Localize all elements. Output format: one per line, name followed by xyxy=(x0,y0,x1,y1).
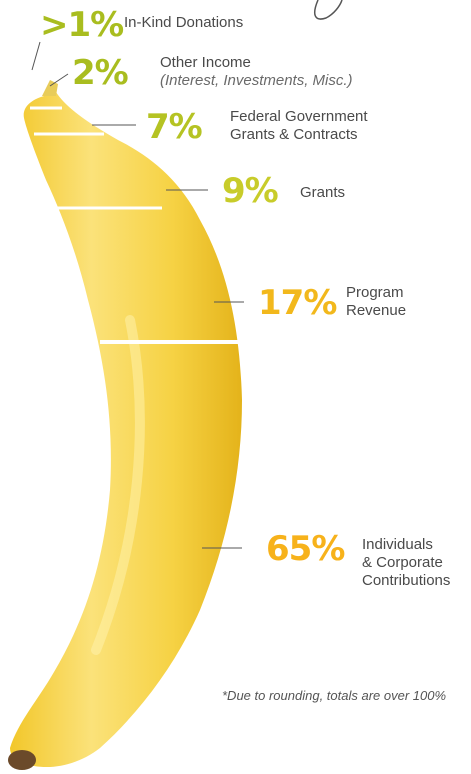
banana-body xyxy=(10,89,242,768)
label-grants-line1: Grants xyxy=(300,184,346,201)
pct-program: 17% xyxy=(258,283,337,323)
label-inkind: In-Kind Donations xyxy=(124,14,243,32)
label-individuals-line2: & Corporate xyxy=(362,554,443,571)
label-individuals-line3: Contributions xyxy=(362,572,451,589)
label-federal-line1: Federal Government xyxy=(230,108,368,125)
label-federal-line2: Grants & Contracts xyxy=(230,126,358,143)
banana-tip xyxy=(8,750,36,770)
label-program: Program Revenue xyxy=(346,284,406,320)
label-other-income: Other Income (Interest, Investments, Mis… xyxy=(160,54,353,90)
pct-grants: 9% xyxy=(222,171,279,211)
pct-federal: 7% xyxy=(146,107,203,147)
label-federal: Federal Government Grants & Contracts xyxy=(230,108,368,144)
label-other-line1: Other Income xyxy=(160,54,251,71)
footnote: *Due to rounding, totals are over 100% xyxy=(222,688,447,703)
pct-other-income: 2% xyxy=(72,53,129,93)
label-individuals: Individuals & Corporate Contributions xyxy=(362,536,450,590)
leader-line-inkind xyxy=(31,41,41,71)
label-grants: Grants xyxy=(300,184,345,202)
sketch-curve xyxy=(313,0,343,20)
pct-inkind: >1% xyxy=(40,5,124,45)
banana-stem xyxy=(42,80,58,96)
label-program-line2: Revenue xyxy=(346,302,407,319)
label-individuals-line1: Individuals xyxy=(362,536,433,553)
label-program-line1: Program xyxy=(346,284,404,301)
leader-line-other xyxy=(49,73,69,87)
label-other-line2: (Interest, Investments, Misc.) xyxy=(160,72,353,89)
pct-individuals: 65% xyxy=(266,529,345,569)
label-inkind-line1: In-Kind Donations xyxy=(124,14,244,31)
banana-highlight xyxy=(91,315,145,655)
